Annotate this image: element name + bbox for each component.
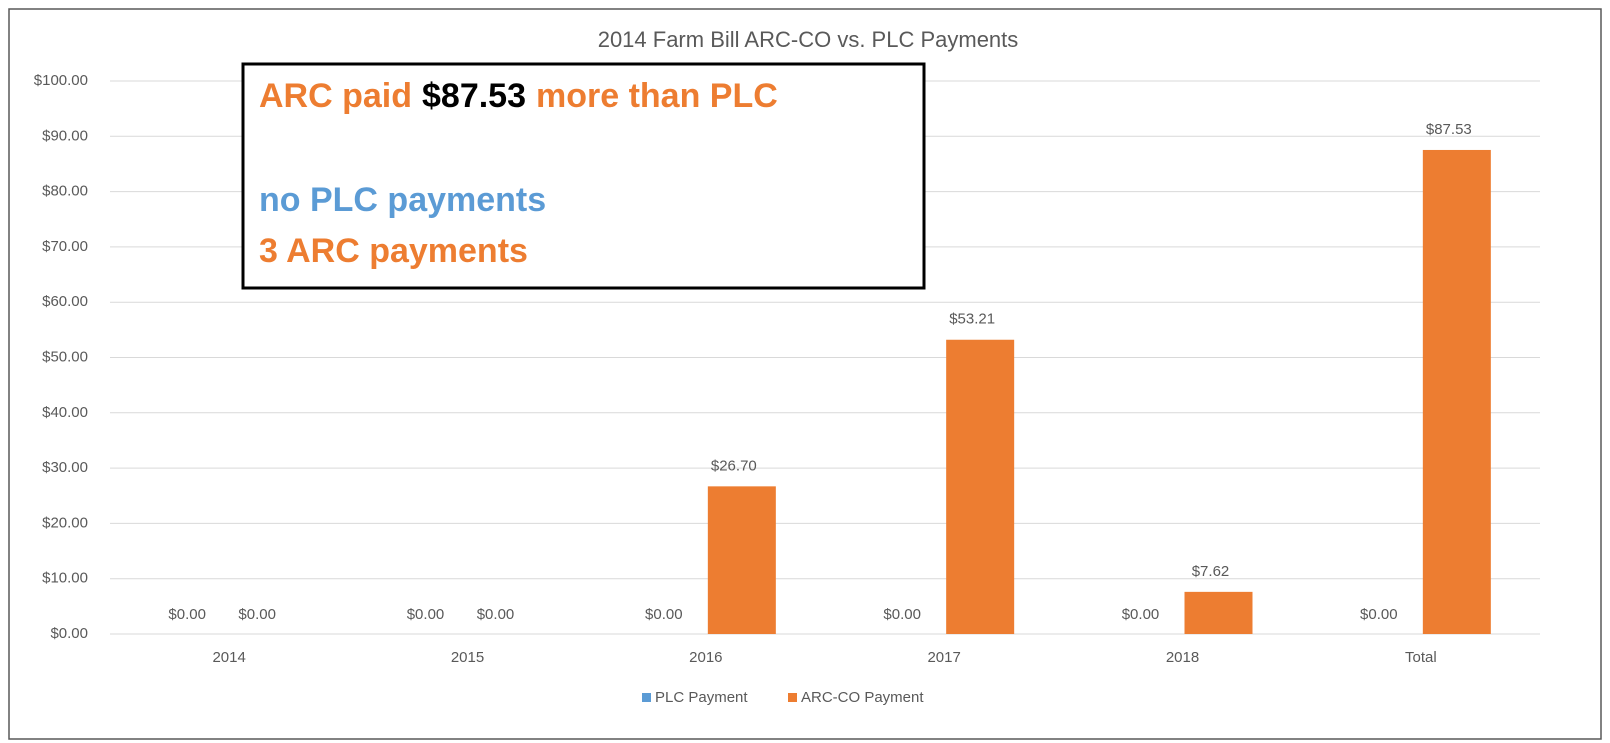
y-tick-label: $60.00 <box>42 293 88 310</box>
x-tick-label: Total <box>1405 649 1437 666</box>
y-tick-label: $20.00 <box>42 514 88 531</box>
data-label: $0.00 <box>1122 606 1160 623</box>
x-tick-label: 2014 <box>212 649 245 666</box>
y-tick-label: $40.00 <box>42 404 88 421</box>
legend-swatch <box>788 693 797 702</box>
x-tick-label: 2015 <box>451 649 484 666</box>
y-tick-label: $10.00 <box>42 570 88 587</box>
annotation-text: ARC paid $87.53 more than PLC <box>259 77 778 115</box>
annotation-segment: more than PLC <box>536 77 778 115</box>
x-tick-label: 2016 <box>689 649 722 666</box>
data-label: $7.62 <box>1192 563 1230 580</box>
bar <box>1184 591 1253 634</box>
y-tick-label: $80.00 <box>42 183 88 200</box>
y-tick-label: $70.00 <box>42 238 88 255</box>
data-label: $53.21 <box>949 311 995 328</box>
annotation-box <box>241 62 926 290</box>
data-label: $0.00 <box>645 606 683 623</box>
annotation-segment: 3 ARC payments <box>259 232 528 270</box>
annotation-segment: $87.53 <box>422 77 526 115</box>
y-tick-label: $0.00 <box>50 625 88 642</box>
x-tick-label: 2018 <box>1166 649 1199 666</box>
data-label: $0.00 <box>1360 606 1398 623</box>
data-label: $26.70 <box>711 457 757 474</box>
data-label: $0.00 <box>407 606 445 623</box>
legend-label: ARC-CO Payment <box>801 689 924 706</box>
data-label: $0.00 <box>883 606 921 623</box>
legend-swatch <box>642 693 651 702</box>
y-tick-label: $30.00 <box>42 459 88 476</box>
y-tick-label: $90.00 <box>42 127 88 144</box>
annotation-segment: ARC paid <box>259 77 412 115</box>
annotation-text: no PLC payments <box>259 181 546 219</box>
annotation-segment: no PLC payments <box>259 181 546 219</box>
legend-label: PLC Payment <box>655 689 748 706</box>
data-label: $0.00 <box>168 606 206 623</box>
annotation-text: 3 ARC payments <box>259 232 528 270</box>
y-tick-label: $50.00 <box>42 348 88 365</box>
data-label: $87.53 <box>1426 121 1472 138</box>
bar <box>1422 149 1491 634</box>
data-label: $0.00 <box>238 606 276 623</box>
y-tick-label: $100.00 <box>34 72 88 89</box>
data-label: $0.00 <box>477 606 515 623</box>
chart-title: 2014 Farm Bill ARC-CO vs. PLC Payments <box>598 27 1019 52</box>
bar <box>946 339 1015 634</box>
x-tick-label: 2017 <box>927 649 960 666</box>
bar <box>707 486 776 634</box>
